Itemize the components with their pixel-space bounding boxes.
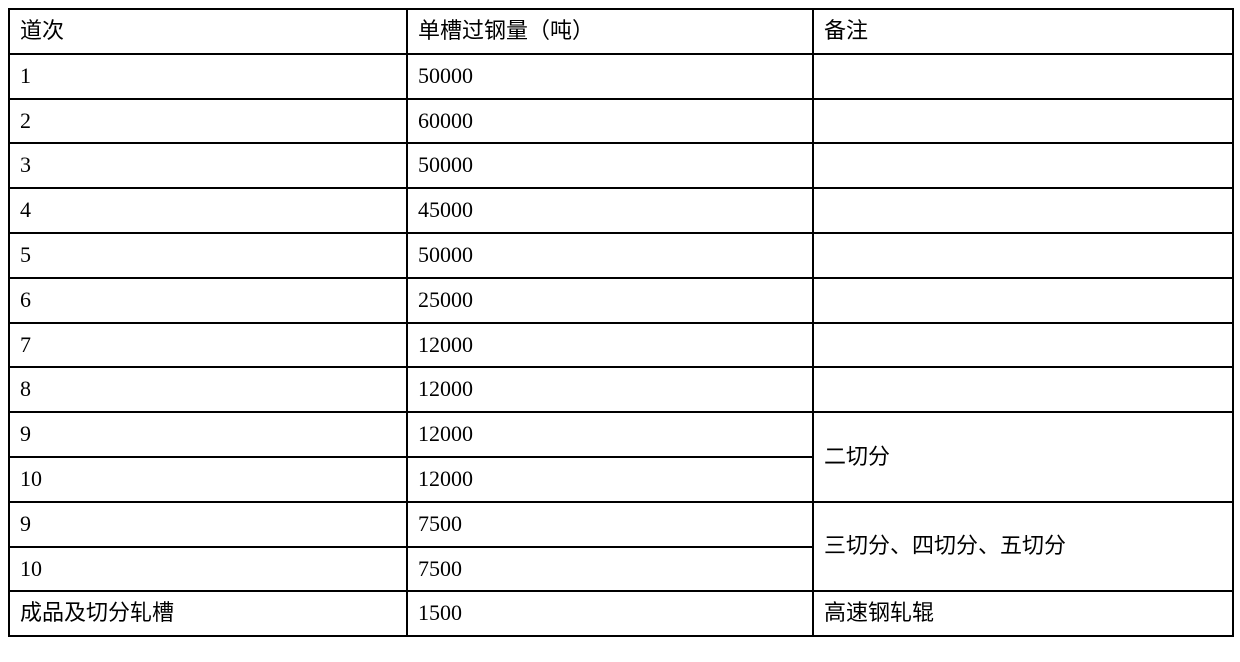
- pass-cell: 10: [9, 547, 407, 592]
- note-cell: [813, 54, 1233, 99]
- table-row: 97500三切分、四切分、五切分: [9, 502, 1233, 547]
- tonnage-cell: 25000: [407, 278, 813, 323]
- column-header: 单槽过钢量（吨）: [407, 9, 813, 54]
- tonnage-cell: 50000: [407, 233, 813, 278]
- tonnage-cell: 50000: [407, 143, 813, 188]
- table-header-row: 道次单槽过钢量（吨）备注: [9, 9, 1233, 54]
- tonnage-cell: 7500: [407, 502, 813, 547]
- table-row: 成品及切分轧槽1500高速钢轧辊: [9, 591, 1233, 636]
- tonnage-cell: 50000: [407, 54, 813, 99]
- column-header: 备注: [813, 9, 1233, 54]
- table-row: 812000: [9, 367, 1233, 412]
- pass-cell: 5: [9, 233, 407, 278]
- tonnage-cell: 1500: [407, 591, 813, 636]
- pass-cell: 4: [9, 188, 407, 233]
- pass-cell: 6: [9, 278, 407, 323]
- note-cell: 二切分: [813, 412, 1233, 502]
- note-cell: [813, 188, 1233, 233]
- tonnage-cell: 45000: [407, 188, 813, 233]
- pass-cell: 9: [9, 502, 407, 547]
- steel-tonnage-table: 道次单槽过钢量（吨）备注1500002600003500004450005500…: [8, 8, 1234, 637]
- tonnage-cell: 7500: [407, 547, 813, 592]
- table-row: 445000: [9, 188, 1233, 233]
- note-cell: [813, 143, 1233, 188]
- table-row: 150000: [9, 54, 1233, 99]
- pass-cell: 7: [9, 323, 407, 368]
- note-cell: [813, 367, 1233, 412]
- note-cell: [813, 99, 1233, 144]
- pass-cell: 3: [9, 143, 407, 188]
- table-row: 625000: [9, 278, 1233, 323]
- table-row: 350000: [9, 143, 1233, 188]
- tonnage-cell: 12000: [407, 457, 813, 502]
- table-row: 260000: [9, 99, 1233, 144]
- note-cell: [813, 323, 1233, 368]
- pass-cell: 10: [9, 457, 407, 502]
- note-cell: [813, 278, 1233, 323]
- table-row: 712000: [9, 323, 1233, 368]
- pass-cell: 1: [9, 54, 407, 99]
- tonnage-cell: 12000: [407, 367, 813, 412]
- pass-cell: 成品及切分轧槽: [9, 591, 407, 636]
- note-cell: [813, 233, 1233, 278]
- table-row: 550000: [9, 233, 1233, 278]
- pass-cell: 8: [9, 367, 407, 412]
- tonnage-cell: 60000: [407, 99, 813, 144]
- pass-cell: 2: [9, 99, 407, 144]
- note-cell: 高速钢轧辊: [813, 591, 1233, 636]
- tonnage-cell: 12000: [407, 412, 813, 457]
- tonnage-cell: 12000: [407, 323, 813, 368]
- table-row: 912000二切分: [9, 412, 1233, 457]
- pass-cell: 9: [9, 412, 407, 457]
- column-header: 道次: [9, 9, 407, 54]
- note-cell: 三切分、四切分、五切分: [813, 502, 1233, 592]
